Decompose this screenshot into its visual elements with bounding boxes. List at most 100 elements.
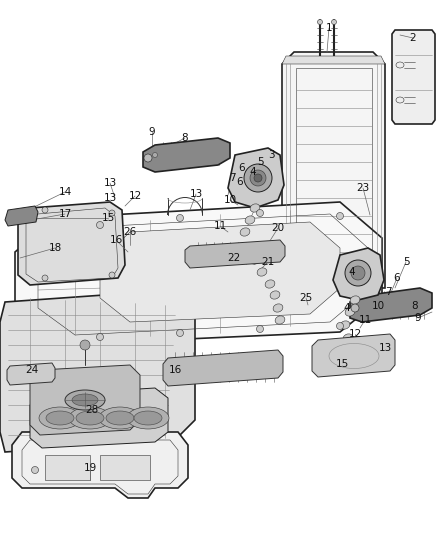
- Ellipse shape: [351, 266, 365, 280]
- Ellipse shape: [265, 280, 275, 288]
- Text: 26: 26: [124, 227, 137, 237]
- Text: 12: 12: [128, 191, 141, 201]
- Ellipse shape: [273, 304, 283, 312]
- Polygon shape: [163, 350, 283, 386]
- Text: 1: 1: [326, 23, 332, 33]
- Ellipse shape: [350, 296, 360, 304]
- Polygon shape: [0, 290, 195, 452]
- Ellipse shape: [46, 411, 74, 425]
- Text: 13: 13: [378, 343, 392, 353]
- Ellipse shape: [254, 174, 262, 182]
- Text: 20: 20: [272, 223, 285, 233]
- Ellipse shape: [109, 210, 115, 216]
- Ellipse shape: [270, 291, 280, 299]
- Polygon shape: [228, 148, 284, 208]
- Text: 11: 11: [358, 315, 371, 325]
- Polygon shape: [185, 240, 285, 268]
- Text: 11: 11: [213, 221, 226, 231]
- Polygon shape: [45, 455, 90, 480]
- Text: 19: 19: [83, 463, 97, 473]
- Ellipse shape: [340, 321, 350, 329]
- Ellipse shape: [96, 222, 103, 229]
- Ellipse shape: [32, 466, 39, 473]
- Text: 17: 17: [58, 209, 72, 219]
- Ellipse shape: [347, 346, 357, 354]
- Ellipse shape: [343, 334, 353, 342]
- Text: 22: 22: [227, 253, 240, 263]
- Text: 4: 4: [344, 303, 350, 313]
- Polygon shape: [312, 334, 395, 377]
- Ellipse shape: [127, 407, 169, 429]
- Text: 28: 28: [85, 405, 99, 415]
- Polygon shape: [30, 365, 140, 435]
- Ellipse shape: [244, 164, 272, 192]
- Polygon shape: [5, 206, 38, 226]
- Ellipse shape: [39, 407, 81, 429]
- Ellipse shape: [65, 390, 105, 410]
- Text: 6: 6: [237, 177, 244, 187]
- Ellipse shape: [42, 207, 48, 213]
- Text: 8: 8: [182, 133, 188, 143]
- Text: 12: 12: [348, 329, 362, 339]
- Ellipse shape: [72, 394, 98, 406]
- Ellipse shape: [42, 275, 48, 281]
- Ellipse shape: [351, 304, 359, 312]
- Polygon shape: [392, 30, 435, 124]
- Ellipse shape: [109, 272, 115, 278]
- Polygon shape: [15, 202, 382, 345]
- Ellipse shape: [99, 407, 141, 429]
- Ellipse shape: [177, 329, 184, 336]
- Ellipse shape: [240, 228, 250, 236]
- Ellipse shape: [336, 213, 343, 220]
- Text: 7: 7: [229, 173, 235, 183]
- Ellipse shape: [332, 20, 336, 25]
- Text: 10: 10: [371, 301, 385, 311]
- Text: 4: 4: [250, 167, 256, 177]
- Ellipse shape: [177, 214, 184, 222]
- Text: 18: 18: [48, 243, 62, 253]
- Ellipse shape: [257, 209, 264, 216]
- Ellipse shape: [345, 308, 355, 316]
- Text: 13: 13: [103, 178, 117, 188]
- Ellipse shape: [257, 268, 267, 276]
- Ellipse shape: [351, 358, 361, 366]
- Polygon shape: [100, 455, 150, 480]
- Text: 5: 5: [258, 157, 264, 167]
- Polygon shape: [333, 248, 384, 300]
- Text: 4: 4: [349, 267, 355, 277]
- Ellipse shape: [106, 411, 134, 425]
- Text: 6: 6: [394, 273, 400, 283]
- Polygon shape: [282, 52, 385, 288]
- Ellipse shape: [152, 152, 158, 157]
- Ellipse shape: [336, 322, 343, 329]
- Text: 15: 15: [336, 359, 349, 369]
- Polygon shape: [7, 363, 55, 385]
- Ellipse shape: [76, 411, 104, 425]
- Text: 14: 14: [58, 187, 72, 197]
- Ellipse shape: [257, 326, 264, 333]
- Polygon shape: [30, 388, 168, 448]
- Ellipse shape: [144, 154, 152, 162]
- Ellipse shape: [80, 340, 90, 350]
- Text: 9: 9: [148, 127, 155, 137]
- Text: 23: 23: [357, 183, 370, 193]
- Ellipse shape: [96, 334, 103, 341]
- Text: 21: 21: [261, 257, 275, 267]
- Ellipse shape: [245, 216, 255, 224]
- Text: 8: 8: [412, 301, 418, 311]
- Text: 7: 7: [385, 287, 391, 297]
- Ellipse shape: [318, 20, 322, 25]
- Text: 25: 25: [300, 293, 313, 303]
- Polygon shape: [350, 288, 432, 322]
- Text: 15: 15: [101, 213, 115, 223]
- Polygon shape: [12, 432, 188, 498]
- Ellipse shape: [275, 316, 285, 324]
- Text: 16: 16: [110, 235, 123, 245]
- Ellipse shape: [250, 170, 266, 186]
- Text: 16: 16: [168, 365, 182, 375]
- Text: 13: 13: [103, 193, 117, 203]
- Text: 9: 9: [415, 313, 421, 323]
- Text: 24: 24: [25, 365, 39, 375]
- Text: 13: 13: [189, 189, 203, 199]
- Ellipse shape: [250, 256, 260, 264]
